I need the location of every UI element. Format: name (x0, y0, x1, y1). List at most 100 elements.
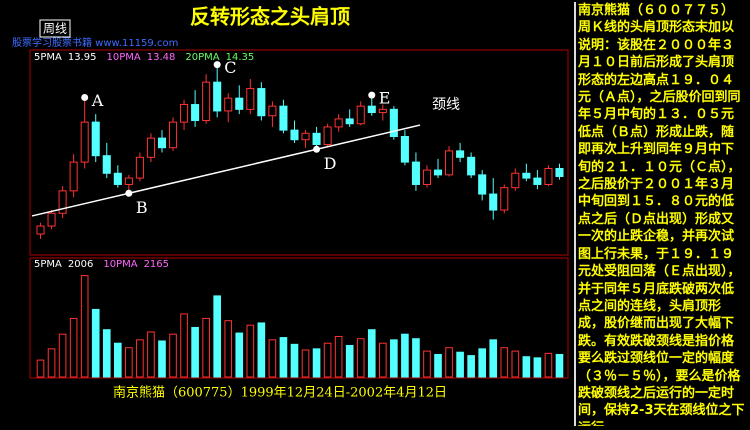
volume-bar (169, 333, 177, 378)
candle-body (389, 108, 398, 138)
volume-bar (500, 347, 509, 378)
candle-body (124, 177, 133, 185)
volume-bar (423, 350, 431, 378)
legend-value: 13.95 (68, 52, 97, 63)
point-marker (368, 91, 376, 99)
legend-value: 2006 (68, 259, 93, 270)
caption: 南京熊猫（600775）1999年12月24日-2002年4月12日 (113, 385, 447, 401)
volume-bar (36, 359, 45, 378)
point-label: E (379, 89, 391, 108)
volume-bar (555, 353, 564, 378)
volume-bar (522, 356, 531, 378)
volume-bar (180, 313, 188, 378)
volume-bar (478, 348, 486, 378)
volume-bar (246, 324, 255, 378)
candle-body (345, 118, 354, 125)
volume-bar (334, 335, 343, 378)
legend-name: 5PMA (34, 259, 62, 270)
point-marker (213, 61, 221, 69)
neckline-label: 颈线 (432, 97, 460, 113)
candle-body (500, 187, 509, 211)
candle-body (80, 121, 89, 163)
candle-body (135, 156, 144, 179)
volume-bar (511, 350, 520, 378)
candle-body (378, 108, 387, 114)
candle-body (91, 121, 100, 157)
legend-name: 5PMA (34, 52, 62, 63)
candle-body (235, 97, 244, 110)
volume-bar (367, 329, 376, 378)
volume-bar (224, 320, 233, 378)
candle-body (213, 81, 222, 112)
legend-name: 10PMA (103, 259, 137, 270)
neckline (31, 124, 421, 217)
volume-bar (312, 348, 321, 378)
candle-body (202, 81, 211, 122)
volume-bar (301, 349, 310, 378)
volume-bar (290, 343, 299, 378)
candle-body (422, 169, 432, 185)
point-label: C (224, 58, 236, 77)
candle-body (445, 150, 454, 176)
volume-bar (323, 342, 332, 378)
volume-bar (80, 275, 89, 378)
candle-body (555, 167, 564, 177)
volume-bar (257, 322, 266, 378)
candle-body (323, 126, 332, 146)
volume-bar (147, 331, 155, 378)
candle-body (411, 161, 420, 185)
volume-bar (356, 338, 365, 378)
candle-body (433, 169, 443, 176)
candle-body (456, 150, 465, 158)
legend-value: 14.35 (226, 52, 255, 63)
volume-bar (279, 337, 288, 378)
candle-body (544, 167, 553, 185)
candle-body (168, 121, 178, 149)
candle-body (191, 104, 200, 122)
candle-body (257, 88, 266, 117)
volume-bar (345, 344, 354, 378)
volume-bar (47, 348, 56, 378)
volume-bar (445, 347, 453, 378)
candle-body (367, 105, 376, 114)
volume-bar (467, 355, 475, 378)
legend-name: 10PMA (107, 52, 141, 63)
volume-bar (379, 342, 387, 378)
volume-bar (191, 326, 199, 378)
volume-bar (136, 339, 144, 378)
chart: 反转形态之头肩顶 周线 股票学习股票书籍 www.11159.com 南京熊猫（… (12, 5, 569, 401)
volume-pane (29, 257, 569, 379)
candle-body (180, 104, 189, 123)
volume-bar (125, 347, 133, 378)
candle-body (113, 172, 122, 185)
candle-body (224, 97, 233, 112)
chart-title: 反转形态之头肩顶 (190, 5, 350, 29)
candle-body (268, 105, 277, 117)
volume-bar (434, 353, 442, 378)
candle-body (312, 132, 321, 146)
volume-bar (114, 342, 122, 378)
candle-body (301, 132, 310, 141)
price-pane (29, 49, 569, 256)
volume-bar (412, 338, 420, 378)
legend-value: 2165 (144, 259, 169, 270)
watermark: 股票学习股票书籍 www.11159.com (12, 36, 178, 49)
candle-body (246, 88, 255, 110)
candle-body (47, 212, 56, 227)
explanation: 南京熊猫（６００７７５）周Ｋ线的头肩顶形态末加以说明：该股在２０００年３月１０日… (574, 2, 746, 426)
candle-body (279, 105, 288, 131)
candle-body (489, 193, 498, 211)
volume-bar (202, 317, 210, 378)
candle-body (467, 156, 476, 176)
legend-name: 20PMA (185, 52, 219, 63)
volume-bar (158, 340, 166, 378)
candle-body (356, 105, 365, 125)
volume-bar (235, 332, 244, 378)
candle-body (522, 172, 531, 179)
volume-bar (102, 329, 111, 378)
candle-body (511, 172, 520, 189)
point-label: B (136, 198, 148, 217)
volume-bar (401, 333, 409, 378)
volume-bar (91, 308, 100, 378)
